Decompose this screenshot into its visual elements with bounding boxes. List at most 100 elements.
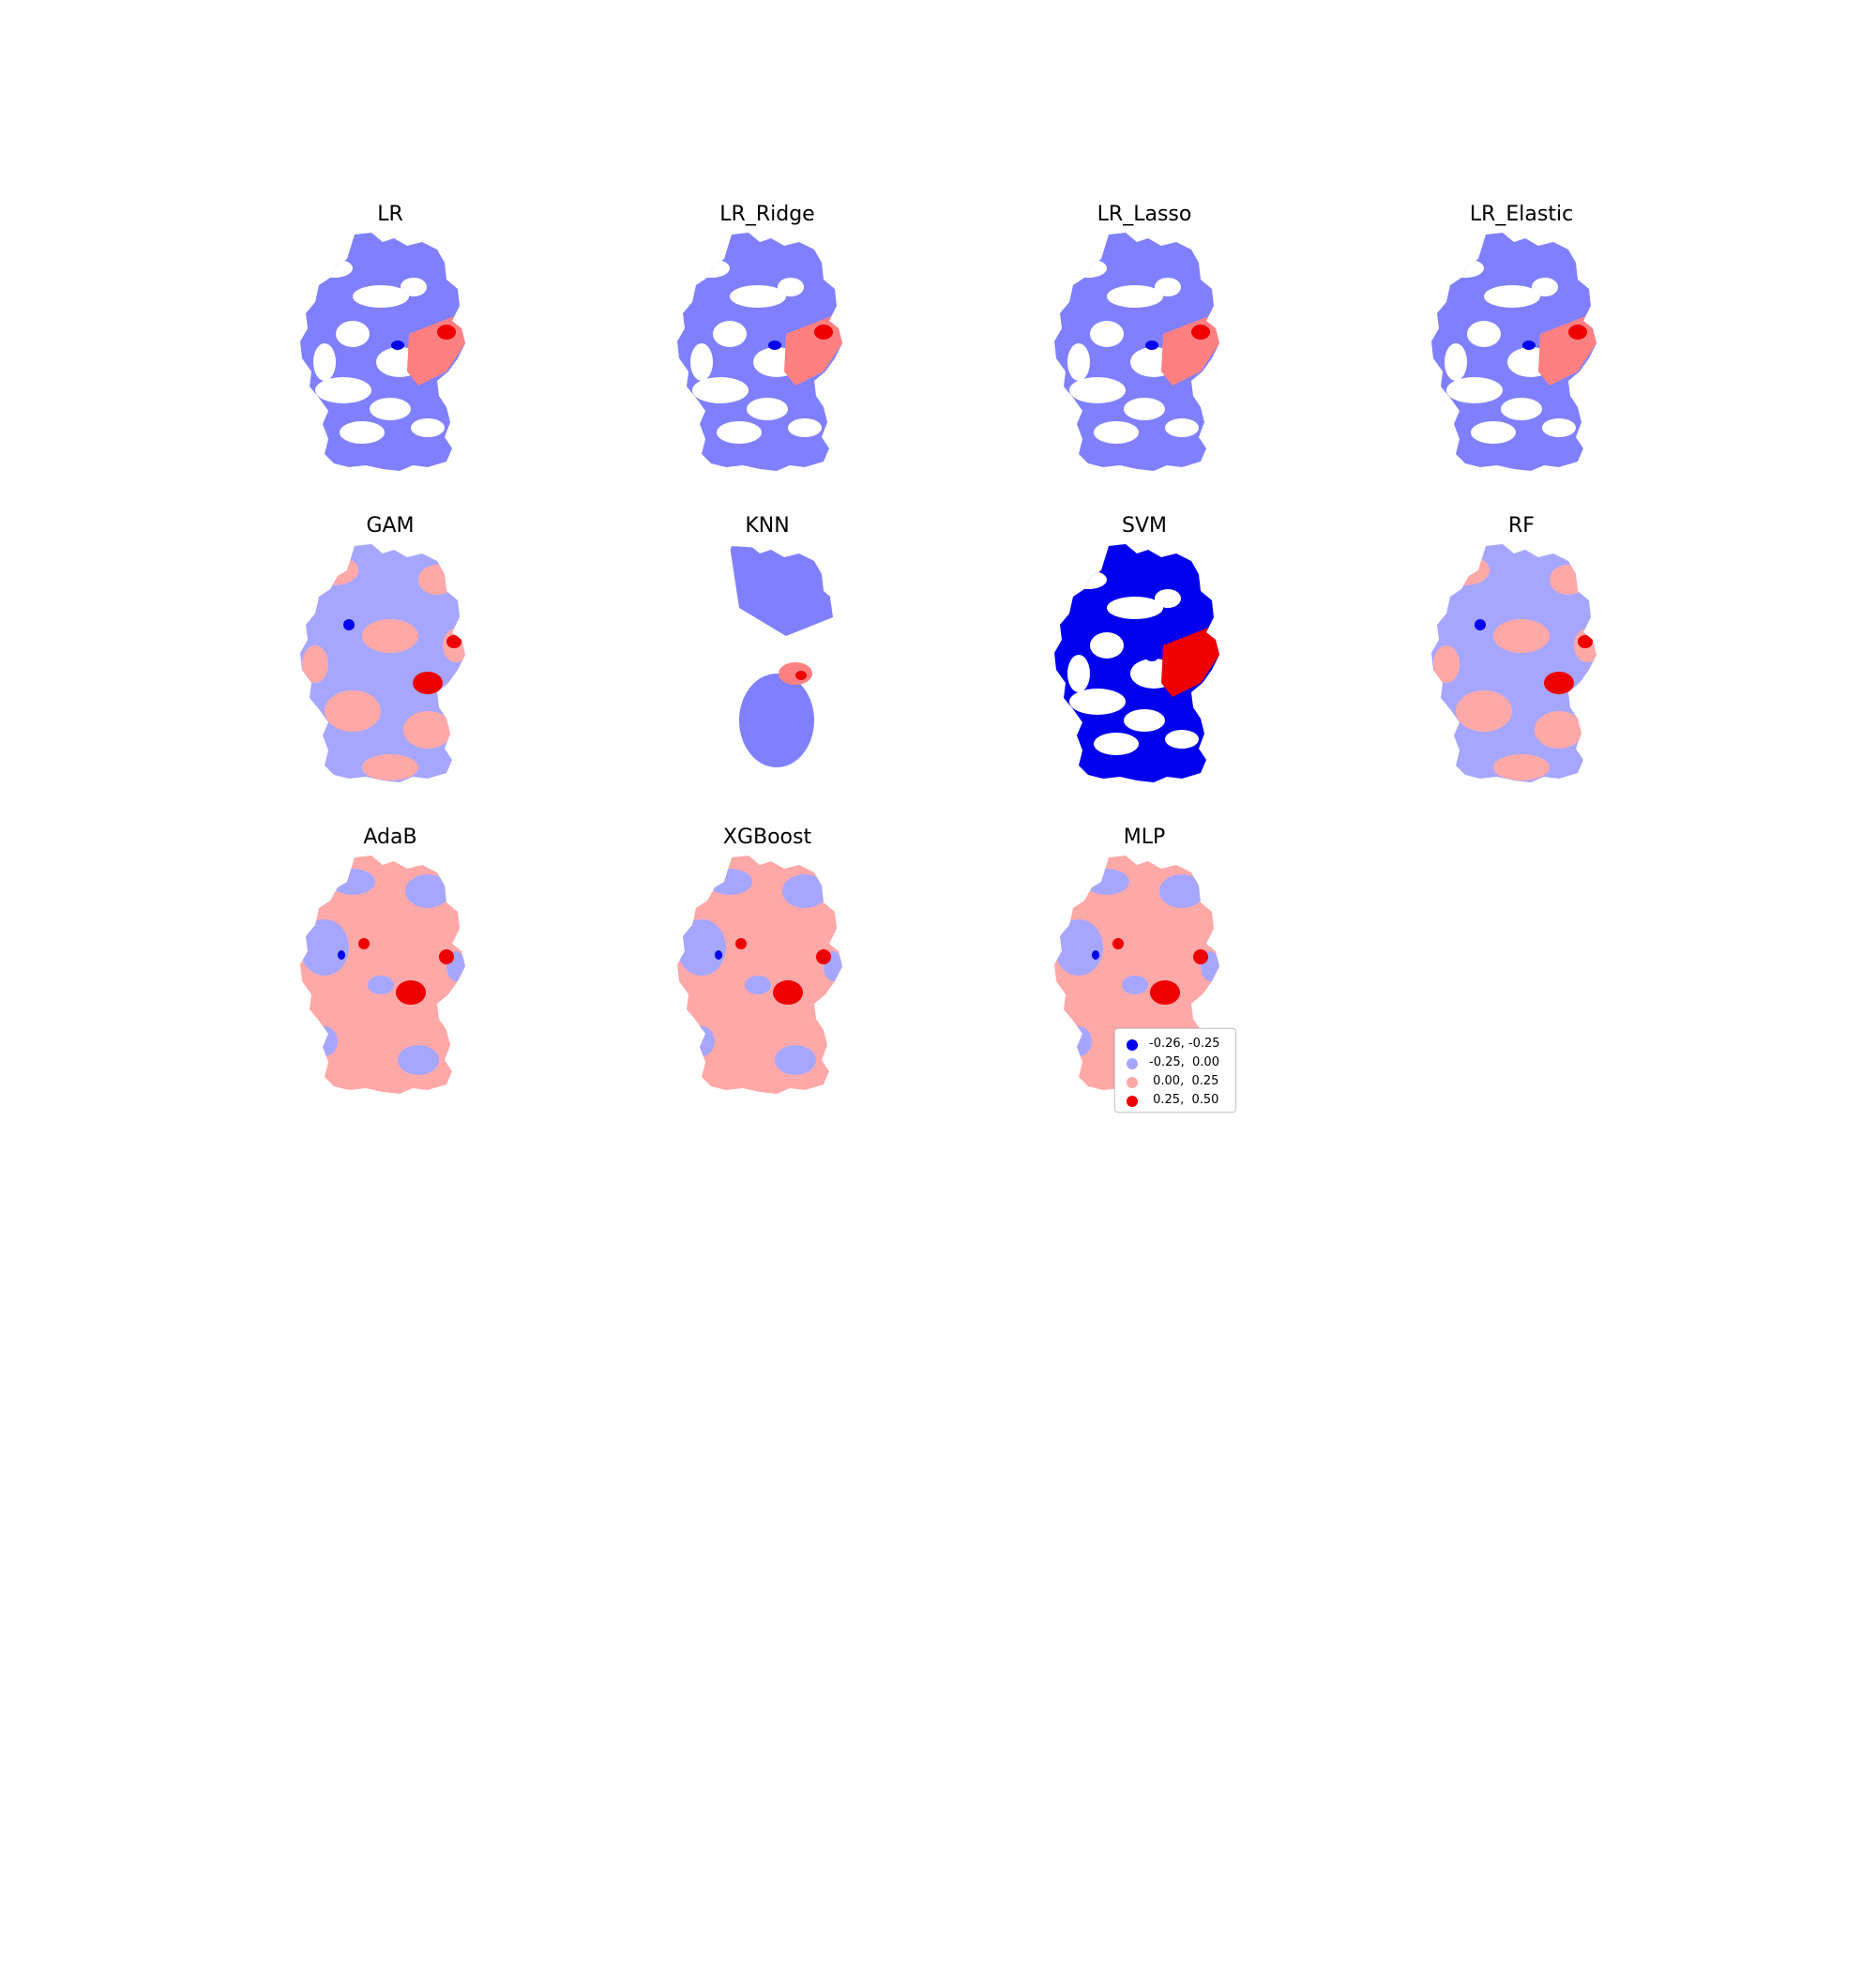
map-region: [358, 938, 370, 949]
map-region: [773, 980, 803, 1005]
germany-map: [1431, 544, 1596, 782]
germany-map: [677, 856, 842, 1094]
map-region: [1069, 377, 1126, 403]
map-region: [775, 1045, 816, 1075]
map-panel: LR_Lasso: [1004, 203, 1285, 484]
map-region: [300, 919, 349, 976]
legend-label: 0.25, 0.50: [1149, 1093, 1219, 1107]
map-region: [1155, 278, 1181, 296]
panel-title: KNN: [745, 514, 790, 538]
map-region: [370, 398, 411, 420]
map-panel: KNN: [627, 514, 908, 796]
map-region: [730, 285, 786, 308]
map-region: [745, 976, 771, 994]
map-region: [396, 980, 426, 1005]
map-region: [1094, 733, 1139, 755]
map-region: [362, 754, 418, 780]
legend-item: -0.25, 0.00: [1115, 1053, 1235, 1072]
map-region: [717, 421, 762, 444]
map-region: [1094, 421, 1139, 444]
legend-item: 0.00, 0.25: [1115, 1072, 1235, 1091]
legend-marker: [1127, 1096, 1138, 1107]
map-region: [768, 341, 781, 350]
map-panel: SVM: [1004, 514, 1285, 796]
map-region: [418, 565, 456, 595]
map-panel: GAM: [250, 514, 531, 796]
map-region: [1165, 418, 1199, 437]
legend-label: -0.26, -0.25: [1149, 1037, 1220, 1051]
panel-title: LR_Elastic: [1469, 203, 1574, 226]
map-region: [311, 1026, 338, 1056]
legend-item: -0.26, -0.25: [1115, 1035, 1235, 1053]
map-region: [1054, 919, 1103, 976]
map-region: [688, 1026, 715, 1056]
germany-map: [1431, 233, 1596, 471]
map-region: [715, 950, 722, 960]
map-region: [1066, 1026, 1092, 1056]
map-region: [747, 398, 788, 420]
map-region: [692, 377, 749, 403]
map-region: [730, 546, 833, 636]
map-region: [1165, 730, 1199, 749]
map-region: [1550, 565, 1587, 595]
map-region: [1067, 343, 1090, 381]
map-region: [1568, 325, 1587, 340]
map-region: [353, 285, 409, 308]
legend-item: 0.25, 0.50: [1115, 1091, 1235, 1110]
map-region: [1456, 690, 1512, 732]
panel-title: RF: [1508, 514, 1535, 538]
map-region: [1544, 672, 1574, 694]
map-region: [1446, 377, 1503, 403]
legend-marker: [1127, 1058, 1138, 1069]
map-region: [336, 321, 370, 347]
map-region: [1155, 589, 1181, 608]
map-region: [1535, 711, 1583, 749]
map-region: [1090, 632, 1124, 659]
map-region: [398, 1045, 439, 1075]
germany-map: [1054, 233, 1219, 471]
map-region: [1532, 278, 1558, 296]
panel-title: MLP: [1123, 826, 1166, 849]
map-region: [739, 674, 814, 767]
map-region: [362, 619, 418, 653]
panel-title: LR_Lasso: [1097, 203, 1192, 226]
map-region: [1484, 285, 1540, 308]
map-region: [692, 259, 730, 278]
map-region: [1522, 341, 1536, 350]
panel-title: SVM: [1122, 514, 1167, 538]
germany-map: [300, 544, 465, 782]
legend-marker: [1127, 1039, 1138, 1051]
map-region: [1441, 555, 1490, 585]
map-region: [446, 635, 461, 648]
map-region: [1112, 938, 1124, 949]
map-region: [313, 343, 336, 381]
map-panel: LR_Ridge: [627, 203, 908, 484]
germany-map: [300, 233, 465, 471]
germany-map: [677, 544, 842, 782]
map-region: [788, 418, 822, 437]
germany-map: [1054, 544, 1219, 782]
germany-map: [677, 233, 842, 471]
map-panel: LR: [250, 203, 531, 484]
map-region: [343, 619, 355, 630]
map-region: [1092, 950, 1099, 960]
map-region: [707, 869, 752, 895]
map-region: [1193, 949, 1208, 964]
map-region: [816, 949, 831, 964]
map-region: [1145, 341, 1158, 350]
legend-label: -0.25, 0.00: [1149, 1055, 1219, 1069]
germany-map: [300, 856, 465, 1094]
legend-label: 0.00, 0.25: [1149, 1074, 1219, 1088]
legend-marker: [1127, 1077, 1138, 1088]
map-region: [690, 343, 713, 381]
map-region: [1467, 321, 1501, 347]
map-region: [782, 874, 827, 908]
map-region: [391, 341, 404, 350]
map-region: [1501, 398, 1542, 420]
map-region: [1433, 645, 1460, 683]
map-region: [411, 418, 445, 437]
map-panel: RF: [1381, 514, 1662, 796]
map-region: [1124, 709, 1165, 732]
map-region: [1471, 421, 1516, 444]
